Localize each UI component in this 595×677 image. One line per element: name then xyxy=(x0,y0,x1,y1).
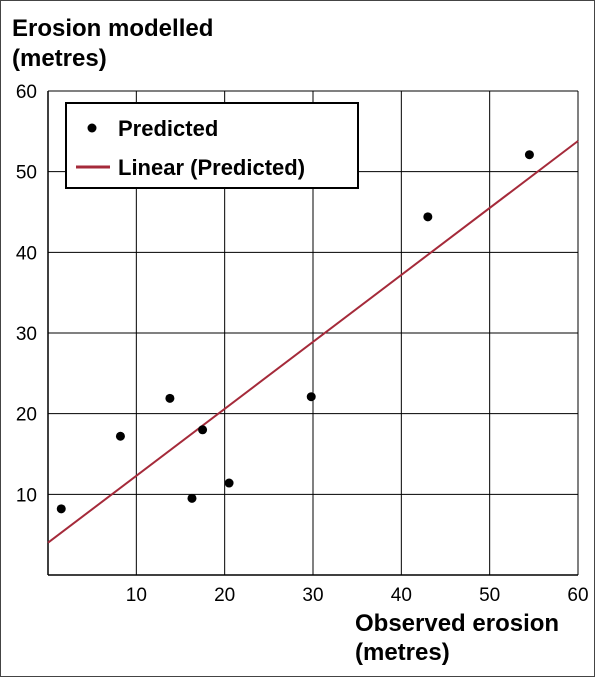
x-tick-label-50: 50 xyxy=(479,585,500,606)
x-axis-title-line-2: (metres) xyxy=(355,639,450,666)
data-point-4 xyxy=(187,493,197,503)
data-point-1 xyxy=(56,504,66,514)
y-tick-label-30: 30 xyxy=(16,324,37,345)
grid xyxy=(47,90,579,576)
data-point-6 xyxy=(224,478,234,488)
tick-labels: 10 20 30 40 50 60 10 20 30 40 50 60 xyxy=(16,82,589,606)
legend: Predicted Linear (Predicted) xyxy=(65,102,359,189)
x-tick-label-60: 60 xyxy=(567,585,588,606)
legend-marker-predicted xyxy=(87,123,97,133)
data-point-3 xyxy=(165,393,175,403)
x-tick-label-30: 30 xyxy=(302,585,323,606)
data-point-5 xyxy=(198,425,208,435)
y-tick-label-20: 20 xyxy=(16,405,37,426)
x-tick-label-10: 10 xyxy=(126,585,147,606)
legend-label-linear: Linear (Predicted) xyxy=(118,155,305,180)
x-axis-title-line-1: Observed erosion xyxy=(355,610,559,637)
x-tick-label-20: 20 xyxy=(214,585,235,606)
y-axis-title-line-2: (metres) xyxy=(12,45,107,72)
x-tick-label-40: 40 xyxy=(391,585,412,606)
trendline-linear-predicted xyxy=(47,140,579,544)
data-point-2 xyxy=(115,431,125,441)
trendline-layer xyxy=(47,140,579,544)
data-point-9 xyxy=(524,150,534,160)
y-axis-title-line-1: Erosion modelled xyxy=(12,15,213,42)
y-tick-label-60: 60 xyxy=(16,82,37,103)
legend-box xyxy=(65,102,359,189)
y-tick-label-40: 40 xyxy=(16,243,37,264)
points-layer xyxy=(56,150,534,514)
y-tick-label-50: 50 xyxy=(16,163,37,184)
data-point-8 xyxy=(423,212,433,222)
data-point-7 xyxy=(306,392,316,402)
legend-label-predicted: Predicted xyxy=(118,116,218,141)
y-tick-label-10: 10 xyxy=(16,485,37,506)
